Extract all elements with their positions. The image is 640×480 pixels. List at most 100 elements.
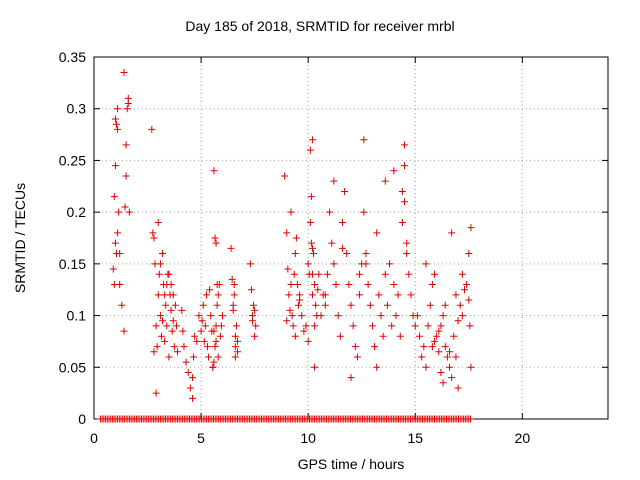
zero-point bbox=[467, 415, 475, 423]
data-point bbox=[401, 162, 409, 170]
x-axis-label: GPS time / hours bbox=[297, 456, 405, 472]
data-point bbox=[201, 322, 209, 330]
data-point bbox=[326, 208, 334, 216]
data-point bbox=[403, 239, 411, 247]
data-point bbox=[293, 281, 301, 289]
data-point bbox=[300, 327, 308, 335]
data-point bbox=[390, 281, 398, 289]
data-point bbox=[148, 125, 156, 133]
x-tick-label: 5 bbox=[197, 430, 205, 446]
data-point bbox=[298, 312, 306, 320]
data-point bbox=[186, 384, 194, 392]
data-point bbox=[150, 348, 158, 356]
data-point bbox=[252, 322, 260, 330]
data-point bbox=[321, 291, 329, 299]
data-point bbox=[202, 291, 210, 299]
data-point bbox=[411, 322, 419, 330]
data-point bbox=[285, 291, 293, 299]
data-point bbox=[288, 312, 296, 320]
data-point bbox=[174, 348, 182, 356]
data-point bbox=[428, 343, 436, 351]
data-point bbox=[317, 312, 325, 320]
data-point bbox=[154, 291, 162, 299]
data-point bbox=[216, 332, 224, 340]
data-point bbox=[439, 379, 447, 387]
data-point bbox=[189, 394, 197, 402]
data-point bbox=[217, 322, 225, 330]
data-point bbox=[283, 229, 291, 237]
plot-frame bbox=[93, 56, 609, 420]
data-point bbox=[304, 260, 312, 268]
data-point bbox=[213, 301, 221, 309]
data-point bbox=[467, 363, 475, 371]
data-point bbox=[193, 337, 201, 345]
data-point bbox=[413, 312, 421, 320]
data-point bbox=[152, 322, 160, 330]
y-tick-label: 0.35 bbox=[59, 49, 86, 65]
data-point bbox=[439, 312, 447, 320]
data-point bbox=[122, 172, 130, 180]
data-point bbox=[416, 332, 424, 340]
data-point bbox=[465, 296, 473, 304]
data-point bbox=[167, 306, 175, 314]
data-point bbox=[308, 244, 316, 252]
data-point bbox=[448, 374, 456, 382]
data-point bbox=[381, 270, 389, 278]
data-point bbox=[165, 353, 173, 361]
data-point bbox=[200, 337, 208, 345]
data-point bbox=[212, 239, 220, 247]
data-point bbox=[206, 286, 214, 294]
data-point bbox=[210, 167, 218, 175]
data-point bbox=[330, 177, 338, 185]
data-point bbox=[124, 94, 132, 102]
data-point bbox=[448, 229, 456, 237]
data-point bbox=[251, 306, 259, 314]
data-point bbox=[195, 312, 203, 320]
data-point bbox=[246, 260, 254, 268]
data-point bbox=[112, 250, 120, 258]
data-point bbox=[456, 301, 464, 309]
data-point bbox=[111, 162, 119, 170]
data-point bbox=[364, 281, 372, 289]
data-point bbox=[398, 187, 406, 195]
data-point bbox=[311, 363, 319, 371]
y-tick-label: 0.15 bbox=[59, 256, 86, 272]
data-point bbox=[373, 363, 381, 371]
data-point bbox=[390, 167, 398, 175]
y-tick-label: 0 bbox=[78, 411, 86, 427]
data-point bbox=[441, 301, 449, 309]
data-point bbox=[454, 317, 462, 325]
y-tick-label: 0.2 bbox=[67, 204, 87, 220]
data-point bbox=[458, 270, 466, 278]
data-point bbox=[163, 322, 171, 330]
data-point bbox=[452, 291, 460, 299]
data-point bbox=[169, 317, 177, 325]
data-point bbox=[209, 363, 217, 371]
data-point bbox=[347, 301, 355, 309]
data-point bbox=[360, 208, 368, 216]
data-point bbox=[153, 343, 161, 351]
x-tick-label: 0 bbox=[90, 430, 98, 446]
data-point bbox=[125, 208, 133, 216]
data-point bbox=[308, 270, 316, 278]
data-point bbox=[418, 353, 426, 361]
data-point bbox=[152, 389, 160, 397]
data-point bbox=[213, 281, 221, 289]
data-point bbox=[162, 301, 170, 309]
data-point bbox=[394, 291, 402, 299]
data-point bbox=[437, 322, 445, 330]
data-point bbox=[230, 281, 238, 289]
data-point bbox=[336, 332, 344, 340]
data-point bbox=[287, 208, 295, 216]
data-point bbox=[120, 69, 128, 77]
data-point bbox=[114, 125, 122, 133]
data-point bbox=[168, 327, 176, 335]
y-tick-label: 0.1 bbox=[67, 308, 87, 324]
data-point bbox=[332, 281, 340, 289]
data-point bbox=[231, 343, 239, 351]
data-point bbox=[465, 250, 473, 258]
data-point bbox=[207, 312, 215, 320]
data-point bbox=[321, 301, 329, 309]
data-point bbox=[157, 332, 165, 340]
data-point bbox=[190, 353, 198, 361]
